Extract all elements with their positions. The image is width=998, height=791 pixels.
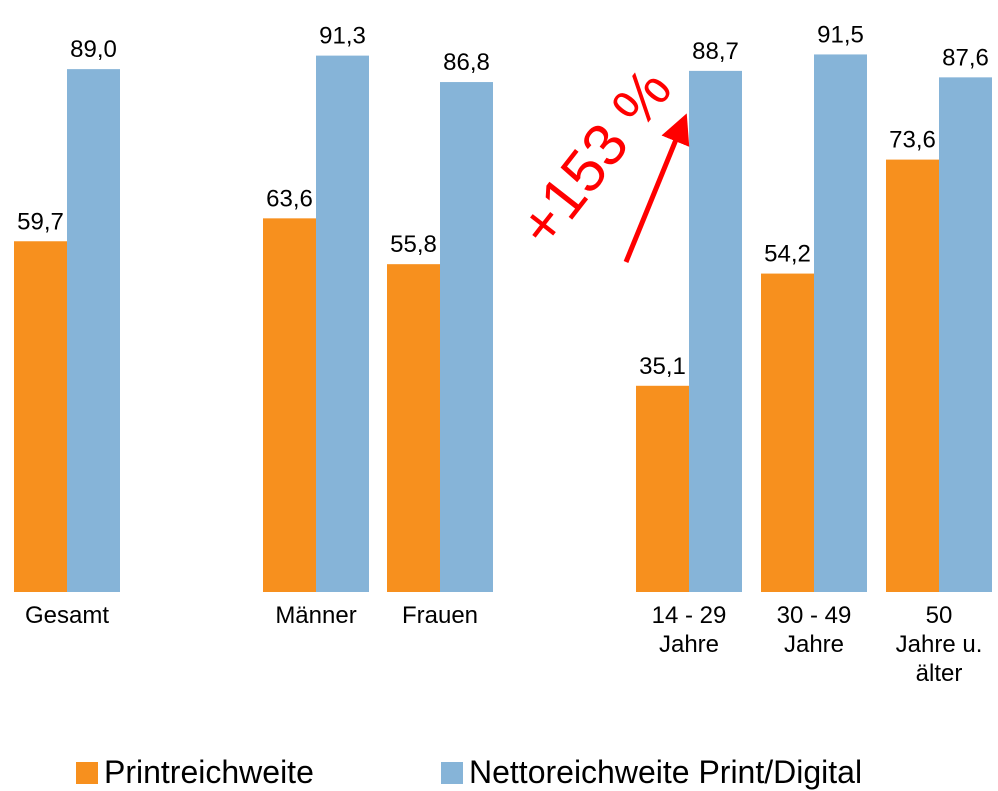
value-label-netto-1: 91,3 bbox=[319, 23, 366, 50]
value-label-print-4: 54,2 bbox=[764, 241, 811, 268]
category-label-line: 30 - 49 bbox=[777, 602, 852, 629]
legend-item-nettoreichweite: Nettoreichweite Print/Digital bbox=[441, 754, 862, 790]
legend-swatch-nettoreichweite bbox=[441, 762, 463, 784]
value-label-print-1: 63,6 bbox=[266, 185, 313, 212]
bar-netto-5 bbox=[939, 77, 992, 593]
bar-netto-1 bbox=[316, 55, 369, 593]
category-label-line: 50 bbox=[926, 602, 953, 629]
legend-label-printreichweite: Printreichweite bbox=[104, 754, 314, 790]
value-label-print-3: 35,1 bbox=[639, 353, 686, 380]
bars-layer bbox=[14, 54, 992, 593]
legend-swatch-printreichweite bbox=[76, 762, 98, 784]
bar-netto-3 bbox=[689, 70, 742, 592]
annotation-text: +153 % bbox=[505, 56, 684, 259]
bar-print-3 bbox=[636, 385, 689, 592]
category-label-line: Männer bbox=[275, 602, 356, 629]
value-label-print-5: 73,6 bbox=[889, 127, 936, 154]
bar-netto-2 bbox=[440, 82, 493, 593]
bar-print-1 bbox=[263, 218, 316, 592]
category-label-5: 50 Jahre u. älter bbox=[896, 602, 983, 687]
value-label-netto-2: 86,8 bbox=[443, 49, 490, 76]
legend: Printreichweite Nettoreichweite Print/Di… bbox=[76, 754, 862, 790]
value-label-netto-3: 88,7 bbox=[692, 38, 739, 65]
category-label-line: Gesamt bbox=[25, 602, 109, 629]
annotation: +153 % bbox=[505, 56, 690, 263]
category-label-2: Frauen bbox=[402, 602, 478, 629]
bar-print-4 bbox=[761, 273, 814, 592]
value-label-netto-4: 91,5 bbox=[817, 21, 864, 48]
category-label-line: Jahre bbox=[659, 631, 719, 658]
category-label-line: Frauen bbox=[402, 602, 478, 629]
category-label-0: Gesamt bbox=[25, 602, 109, 629]
value-label-print-2: 55,8 bbox=[390, 231, 437, 258]
value-label-netto-5: 87,6 bbox=[942, 44, 989, 71]
value-labels-layer: 59,7 89,0 63,6 91,3 55,8 86,8 35,1 88,7 54,2 91,5… bbox=[17, 21, 989, 379]
bar-print-2 bbox=[387, 264, 440, 592]
legend-label-nettoreichweite: Nettoreichweite Print/Digital bbox=[469, 754, 862, 790]
value-label-print-0: 59,7 bbox=[17, 208, 64, 235]
legend-item-printreichweite: Printreichweite bbox=[76, 754, 314, 790]
annotation-arrow bbox=[623, 113, 690, 263]
category-label-line: 14 - 29 bbox=[652, 602, 727, 629]
bar-print-0 bbox=[14, 241, 67, 592]
bar-netto-0 bbox=[67, 69, 120, 592]
category-label-line: älter bbox=[916, 660, 963, 687]
category-label-3: 14 - 29 Jahre bbox=[652, 602, 727, 658]
category-label-line: Jahre bbox=[784, 631, 844, 658]
category-label-line: Jahre u. bbox=[896, 631, 983, 658]
value-label-netto-0: 89,0 bbox=[70, 36, 117, 63]
bar-print-5 bbox=[886, 159, 939, 592]
category-label-4: 30 - 49 Jahre bbox=[777, 602, 852, 658]
category-label-1: Männer bbox=[275, 602, 356, 629]
bar-netto-4 bbox=[814, 54, 867, 592]
